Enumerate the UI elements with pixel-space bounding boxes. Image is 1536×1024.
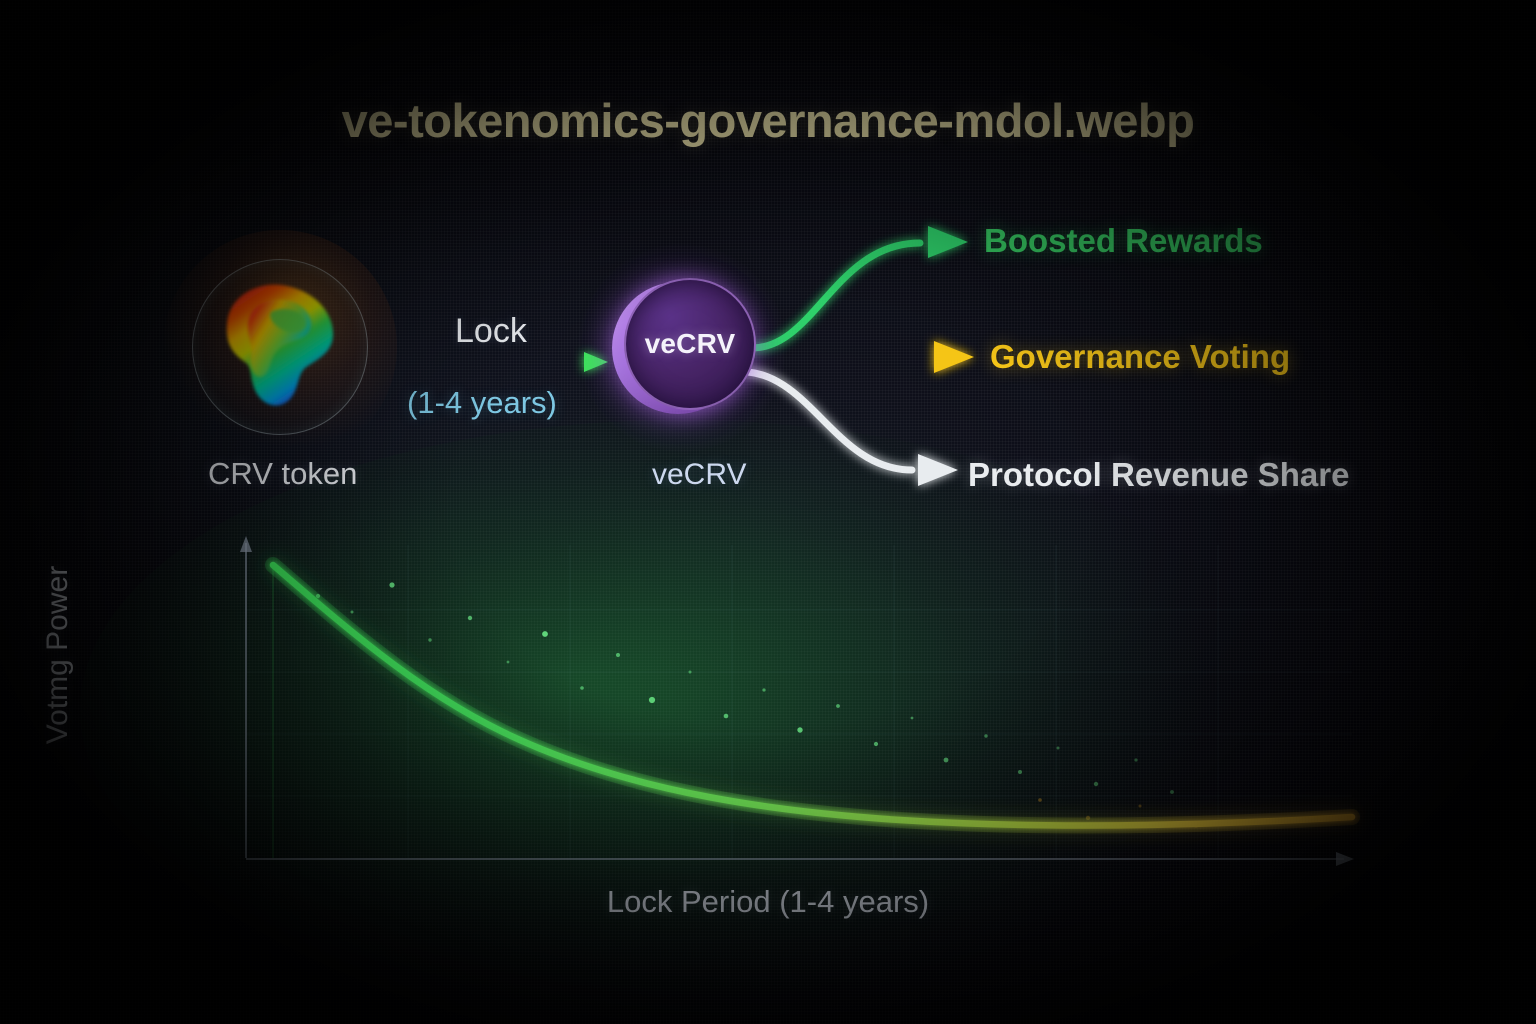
chart-curve-glow <box>265 557 1360 834</box>
crv-blob-inner <box>247 299 312 377</box>
crv-blob-highlight <box>270 309 306 333</box>
crv-blob-outer <box>226 284 333 406</box>
output-label-boosted-rewards: Boosted Rewards <box>984 222 1263 259</box>
output-label-governance-voting: Governance Voting <box>990 338 1291 375</box>
vecrv-label: veCRV <box>652 458 747 491</box>
chart-x-axis-label: Lock Period (1-4 years) <box>606 884 930 919</box>
vecrv-coin-edge <box>612 282 744 414</box>
vecrv-coin-face: veCRV <box>624 278 756 410</box>
chart-curve <box>269 561 1356 829</box>
lock-arrow-icon <box>378 352 608 372</box>
vecrv-coin-glow <box>578 244 786 452</box>
chart-sparkles-warm <box>1038 798 1198 828</box>
chart-sparkles <box>315 582 1174 794</box>
chart-y-axis-label: Votmg Power <box>41 565 74 745</box>
crv-token-blob-icon <box>163 230 397 464</box>
protocol-revenue-share-arrow-icon <box>744 368 958 486</box>
chart-gridlines <box>246 545 1352 858</box>
page-title: ve-tokenomics-governance-mdol.webp <box>341 94 1195 147</box>
crv-blob-svg <box>226 284 333 406</box>
governance-voting-arrow-icon <box>742 341 974 373</box>
chart-y-axis <box>240 536 252 858</box>
chart-x-axis <box>246 852 1354 866</box>
output-label-protocol-revenue-share: Protocol Revenue Share <box>968 456 1350 493</box>
vecrv-coin-icon: veCRV <box>578 244 786 452</box>
boosted-rewards-arrow-icon <box>748 226 968 352</box>
crv-token-glow <box>163 230 397 464</box>
crv-token-ring <box>192 259 368 435</box>
lock-duration-label: (1-4 years) <box>407 385 557 420</box>
lock-label: Lock <box>455 312 527 350</box>
chart-ambient-glow <box>80 420 1280 1000</box>
crv-token-label: CRV token <box>208 456 358 491</box>
vecrv-coin-text: veCRV <box>644 328 736 359</box>
